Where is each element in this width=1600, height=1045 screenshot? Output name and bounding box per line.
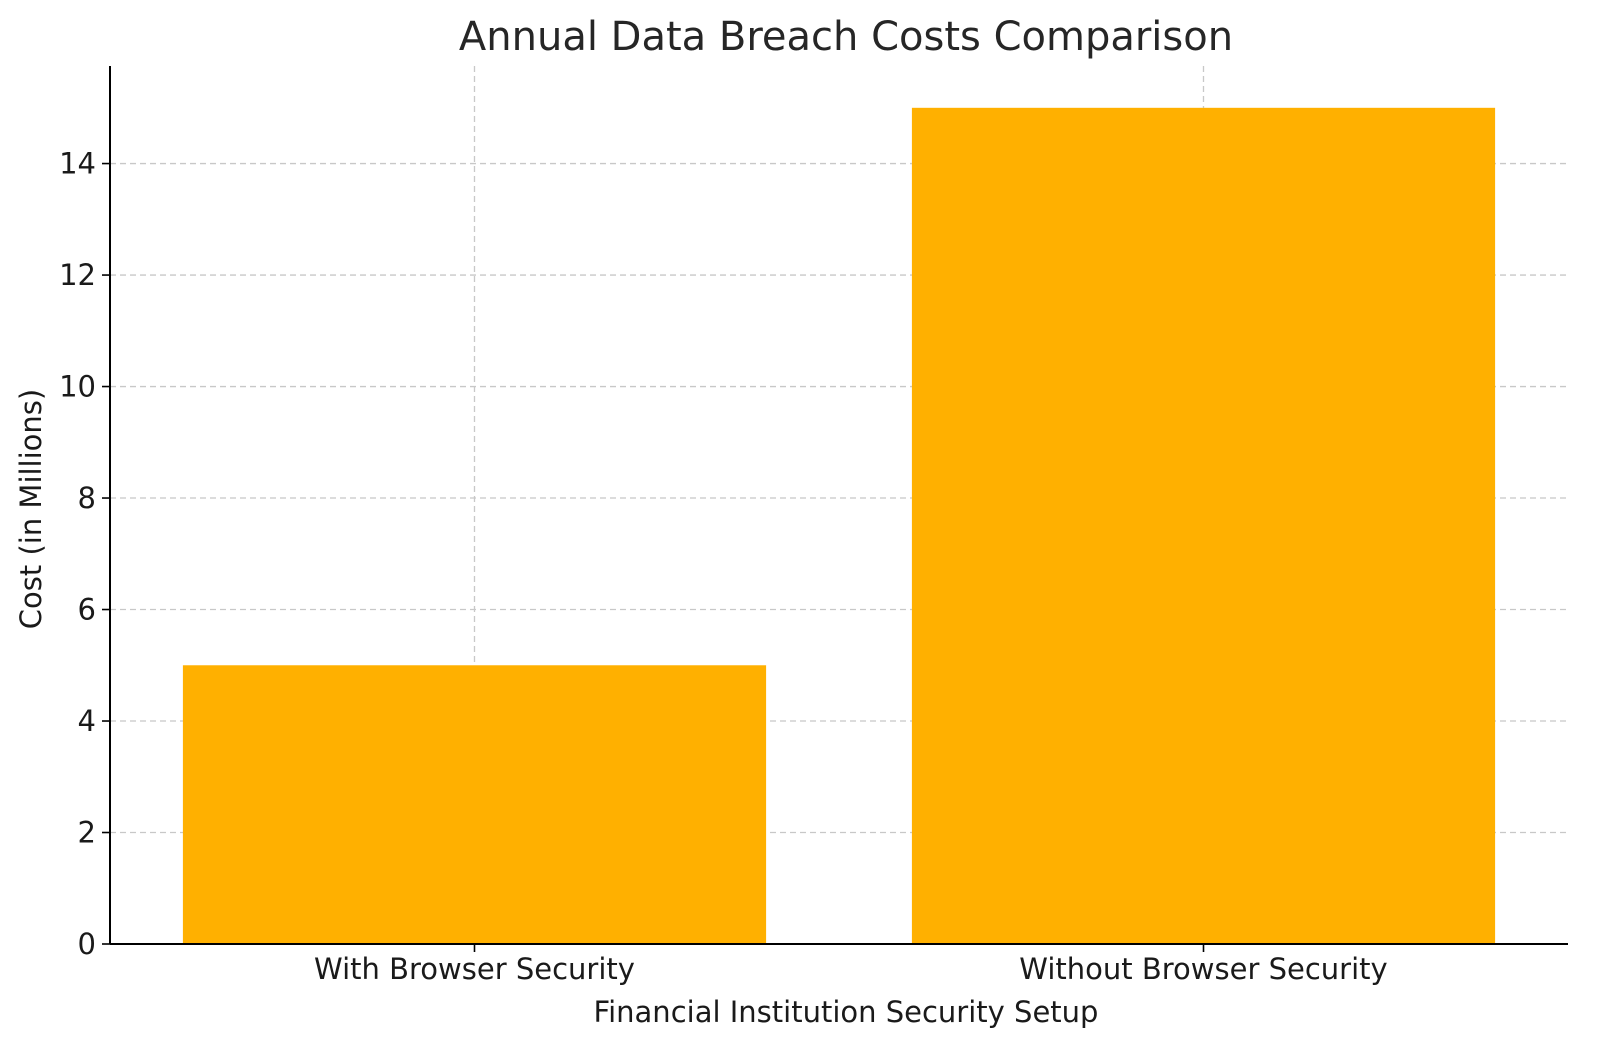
axes-layer: [109, 66, 1568, 945]
x-tick-label: Without Browser Security: [1019, 952, 1387, 986]
y-tick-label: 8: [78, 481, 96, 515]
bars-layer: [182, 107, 1496, 945]
ticks-layer: 0 2 4 6 8 10 12 14 With Browser Security Without …: [59, 147, 1388, 986]
y-axis-label: Cost (in Millions): [14, 389, 48, 629]
x-axis-label: Financial Institution Security Setup: [594, 995, 1099, 1029]
y-tick-label: 4: [78, 704, 96, 738]
y-tick-label: 6: [78, 593, 96, 627]
y-tick-label: 10: [59, 370, 96, 404]
y-tick-label: 2: [78, 816, 96, 850]
chart-title: Annual Data Breach Costs Comparison: [459, 14, 1233, 60]
x-tick-label: With Browser Security: [314, 952, 635, 986]
y-tick-label: 14: [59, 147, 96, 181]
y-tick-label: 12: [59, 258, 96, 292]
bar: [182, 665, 767, 944]
y-tick-label: 0: [78, 927, 96, 961]
bar: [911, 107, 1496, 945]
